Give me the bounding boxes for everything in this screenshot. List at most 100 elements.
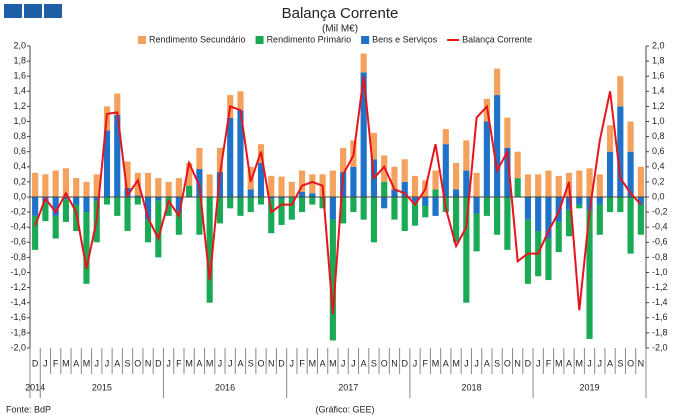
- x-tick-label: M: [206, 358, 214, 368]
- bar: [514, 178, 521, 197]
- x-tick-label: A: [73, 358, 79, 368]
- bar: [73, 204, 80, 231]
- bar: [606, 151, 614, 197]
- bar: [504, 117, 511, 148]
- bar: [524, 174, 532, 197]
- bar: [155, 200, 162, 258]
- bar: [227, 117, 234, 197]
- x-tick-label: M: [555, 358, 563, 368]
- bar: [206, 174, 213, 197]
- bar: [545, 170, 552, 197]
- bar: [196, 147, 203, 170]
- bar: [576, 170, 583, 197]
- bar: [381, 181, 388, 197]
- x-tick-label: N: [391, 358, 398, 368]
- y-tick-label: -1,0: [10, 267, 26, 277]
- chart-title: Balança Corrente: [282, 5, 399, 22]
- bar: [586, 168, 593, 197]
- x-tick-label: J: [536, 358, 541, 368]
- y-tick-label: 0,8: [13, 131, 26, 141]
- year-label: 2016: [215, 382, 235, 392]
- legend-label: Balança Corrente: [462, 34, 532, 44]
- bar: [391, 189, 398, 197]
- year-label: 2019: [580, 382, 600, 392]
- bar: [381, 197, 388, 209]
- x-tick-label: F: [176, 358, 182, 368]
- x-tick-label: A: [114, 358, 120, 368]
- legend-swatch: [255, 36, 264, 44]
- x-tick-label: J: [43, 358, 48, 368]
- bar: [155, 178, 162, 197]
- bar: [196, 169, 203, 197]
- bar: [268, 175, 275, 197]
- x-tick-label: J: [290, 358, 295, 368]
- y2-tick-label: 1,8: [652, 55, 665, 65]
- y-tick-label: -1,8: [10, 327, 26, 337]
- bar: [73, 197, 80, 205]
- y-tick-label: -0,6: [10, 237, 26, 247]
- bar: [93, 197, 100, 201]
- bar: [268, 199, 275, 234]
- x-tick-label: A: [196, 358, 202, 368]
- bar: [596, 204, 603, 235]
- bar: [340, 147, 347, 173]
- bar: [124, 197, 131, 231]
- credit: (Gráfico: GEE): [315, 404, 374, 414]
- bar: [237, 91, 244, 111]
- x-tick-label: J: [218, 358, 223, 368]
- bar: [350, 197, 357, 213]
- x-tick-label: J: [105, 358, 110, 368]
- bar: [340, 197, 347, 224]
- x-tick-label: J: [474, 358, 479, 368]
- bar: [134, 195, 141, 197]
- bar: [288, 197, 295, 220]
- bar: [52, 197, 59, 216]
- y-tick-label: -0,8: [10, 252, 26, 262]
- year-label: 2018: [461, 382, 481, 392]
- bar: [401, 197, 408, 231]
- year-label: 2017: [338, 382, 358, 392]
- bar: [627, 197, 634, 254]
- bar: [555, 221, 562, 253]
- bar: [329, 219, 336, 341]
- y2-tick-label: 0,2: [652, 176, 665, 186]
- bar: [411, 175, 419, 197]
- x-tick-label: F: [423, 358, 429, 368]
- bar: [165, 197, 172, 216]
- bar: [83, 212, 90, 284]
- bar: [257, 197, 265, 205]
- y2-tick-label: 0,6: [652, 146, 665, 156]
- x-tick-label: A: [566, 358, 572, 368]
- x-tick-label: O: [381, 358, 388, 368]
- x-tick-label: J: [413, 358, 418, 368]
- bar: [268, 197, 275, 200]
- legend-swatch: [361, 36, 370, 44]
- bar: [134, 197, 141, 205]
- bar: [504, 147, 511, 197]
- y-tick-label: 0,2: [13, 176, 26, 186]
- bar: [288, 181, 295, 197]
- bar: [504, 197, 511, 250]
- x-tick-label: D: [278, 358, 285, 368]
- x-tick-label: J: [464, 358, 469, 368]
- y-tick-label: -1,6: [10, 312, 26, 322]
- y2-tick-label: 0,0: [652, 191, 665, 201]
- bar: [186, 185, 193, 197]
- bar: [114, 197, 121, 216]
- bar: [576, 204, 583, 209]
- bar: [473, 213, 480, 252]
- bar: [216, 147, 224, 173]
- bar: [93, 174, 100, 197]
- bar: [524, 197, 532, 220]
- bar: [401, 159, 408, 182]
- bar: [114, 114, 121, 197]
- bar: [144, 219, 152, 243]
- bar: [432, 197, 439, 216]
- bar: [309, 193, 316, 197]
- bar: [432, 189, 439, 197]
- bar: [278, 197, 285, 199]
- bar: [237, 197, 244, 216]
- bar: [514, 151, 521, 179]
- x-tick-label: J: [228, 358, 233, 368]
- y2-tick-label: 0,4: [652, 161, 665, 171]
